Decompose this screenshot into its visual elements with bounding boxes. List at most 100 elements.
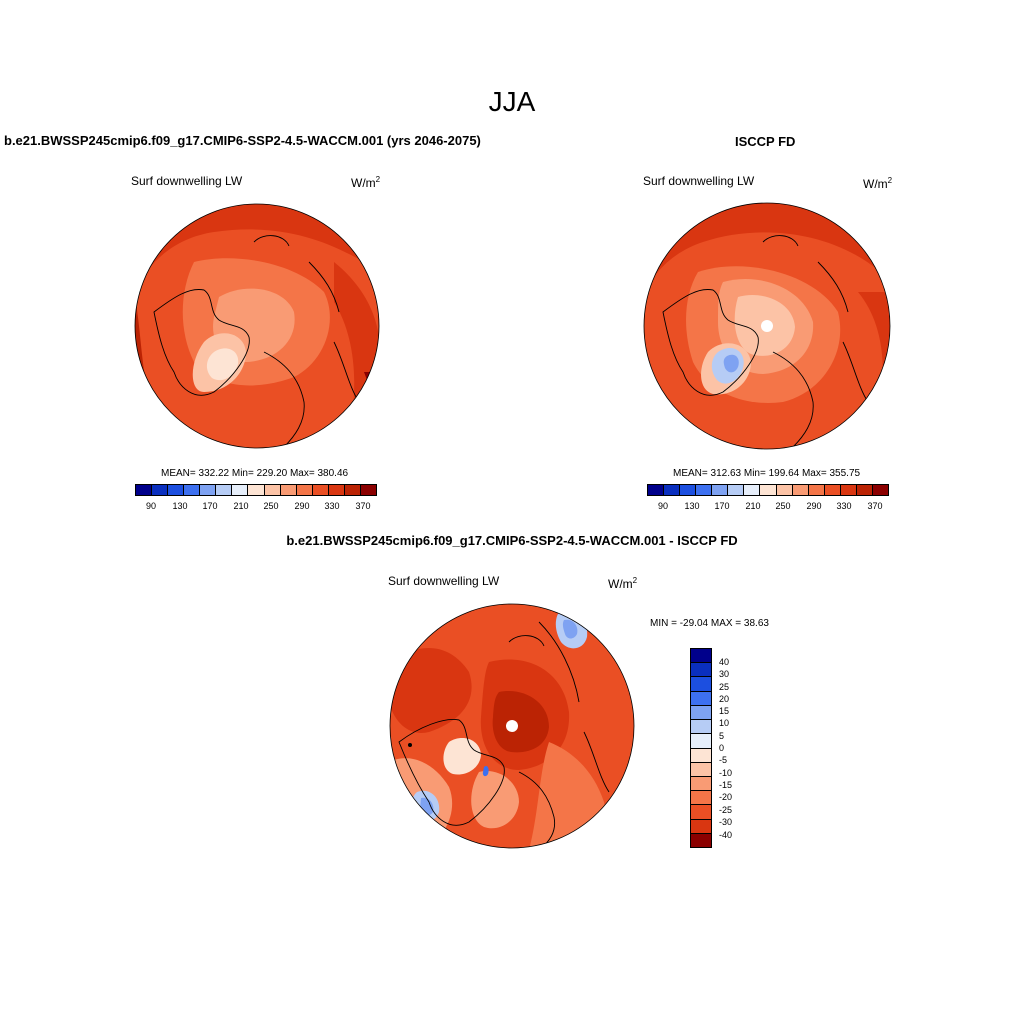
obs-pole-hole — [761, 320, 773, 332]
obs-polar-map — [643, 202, 891, 450]
colorbar-swatch — [360, 485, 376, 495]
colorbar-swatch — [184, 485, 201, 495]
model-units: W/m2 — [351, 175, 381, 190]
diff-units: W/m2 — [608, 576, 638, 591]
diff-colorbar — [690, 648, 712, 848]
model-panel-title: b.e21.BWSSP245cmip6.f09_g17.CMIP6-SSP2-4… — [4, 133, 481, 148]
colorbar-swatch — [691, 734, 711, 749]
colorbar-swatch — [664, 485, 681, 495]
model-stats: MEAN= 332.22 Min= 229.20 Max= 380.46 — [161, 468, 349, 479]
colorbar-swatch — [691, 819, 711, 834]
diff-colorbar-tick: 25 — [719, 682, 730, 692]
model-variable-label: Surf downwelling LW — [131, 174, 243, 188]
obs-colorbar-tick: 130 — [684, 501, 700, 511]
obs-colorbar — [647, 484, 889, 496]
colorbar-swatch — [216, 485, 233, 495]
colorbar-swatch — [691, 776, 711, 792]
colorbar-swatch — [152, 485, 169, 495]
model-colorbar-tick: 130 — [172, 501, 188, 511]
colorbar-swatch — [680, 485, 697, 495]
diff-colorbar-tick: 40 — [719, 657, 730, 667]
diff-colorbar-tick: 30 — [719, 669, 730, 679]
model-polar-map — [134, 203, 380, 449]
obs-units: W/m2 — [863, 176, 893, 191]
figure-title: JJA — [488, 86, 536, 117]
colorbar-swatch — [792, 485, 809, 495]
colorbar-swatch — [824, 485, 841, 495]
diff-pole-hole — [506, 720, 518, 732]
colorbar-swatch — [776, 485, 793, 495]
colorbar-swatch — [691, 748, 711, 763]
colorbar-swatch — [744, 485, 761, 495]
obs-panel-title: ISCCP FD — [735, 134, 796, 149]
diff-polar-map — [389, 603, 635, 849]
diff-variable-label: Surf downwelling LW — [388, 574, 500, 588]
obs-colorbar-tick: 90 — [657, 501, 669, 511]
model-colorbar-ticks: 90 130 170 210 250 290 330 370 — [135, 501, 377, 513]
diff-colorbar-tick: 0 — [719, 743, 725, 753]
diff-panel-title: b.e21.BWSSP245cmip6.f09_g17.CMIP6-SSP2-4… — [286, 533, 738, 548]
colorbar-swatch — [136, 485, 153, 495]
diff-colorbar-tick: 20 — [719, 694, 730, 704]
colorbar-swatch — [691, 691, 711, 706]
colorbar-swatch — [328, 485, 345, 495]
diff-colorbar-tick: -40 — [719, 830, 733, 840]
colorbar-swatch — [872, 485, 888, 495]
colorbar-swatch — [248, 485, 265, 495]
colorbar-swatch — [691, 649, 711, 664]
obs-colorbar-tick: 250 — [775, 501, 791, 511]
colorbar-swatch — [840, 485, 857, 495]
diff-colorbar-tick: -10 — [719, 768, 733, 778]
colorbar-swatch — [691, 791, 711, 806]
colorbar-swatch — [168, 485, 185, 495]
colorbar-swatch — [200, 485, 217, 495]
diff-colorbar-tick: 5 — [719, 731, 725, 741]
colorbar-swatch — [808, 485, 825, 495]
colorbar-swatch — [691, 705, 711, 721]
obs-colorbar-tick: 370 — [867, 501, 883, 511]
diff-colorbar-tick: 10 — [719, 718, 730, 728]
colorbar-swatch — [280, 485, 297, 495]
model-colorbar-tick: 290 — [294, 501, 310, 511]
colorbar-swatch — [712, 485, 729, 495]
colorbar-swatch — [691, 805, 711, 820]
obs-colorbar-tick: 290 — [806, 501, 822, 511]
obs-colorbar-tick: 330 — [836, 501, 852, 511]
colorbar-swatch — [691, 762, 711, 777]
obs-colorbar-tick: 210 — [745, 501, 761, 511]
diff-colorbar-tick: -20 — [719, 792, 733, 802]
colorbar-swatch — [691, 677, 711, 692]
colorbar-swatch — [296, 485, 313, 495]
colorbar-swatch — [856, 485, 873, 495]
colorbar-swatch — [691, 663, 711, 678]
colorbar-swatch — [344, 485, 361, 495]
diff-colorbar-tick: 15 — [719, 706, 730, 716]
colorbar-swatch — [648, 485, 665, 495]
diff-colorbar-tick: -25 — [719, 805, 733, 815]
obs-stats: MEAN= 312.63 Min= 199.64 Max= 355.75 — [673, 468, 861, 479]
colorbar-swatch — [728, 485, 745, 495]
model-colorbar — [135, 484, 377, 496]
obs-variable-label: Surf downwelling LW — [643, 174, 755, 188]
colorbar-swatch — [264, 485, 281, 495]
diff-colorbar-tick: -5 — [719, 755, 728, 765]
model-colorbar-tick: 370 — [355, 501, 371, 511]
colorbar-swatch — [760, 485, 777, 495]
colorbar-swatch — [312, 485, 329, 495]
diff-colorbar-tick: -30 — [719, 817, 733, 827]
model-colorbar-tick: 330 — [324, 501, 340, 511]
diff-colorbar-ticks: 40 30 25 20 15 10 5 0 -5 -10 -15 -20 -25… — [719, 648, 759, 848]
obs-colorbar-tick: 170 — [714, 501, 730, 511]
colorbar-swatch — [232, 485, 249, 495]
model-colorbar-tick: 90 — [145, 501, 157, 511]
colorbar-swatch — [691, 720, 711, 735]
obs-colorbar-ticks: 90 130 170 210 250 290 330 370 — [647, 501, 889, 513]
diff-stats: MIN = -29.04 MAX = 38.63 — [650, 618, 769, 629]
colorbar-swatch — [696, 485, 713, 495]
colorbar-swatch — [691, 833, 711, 848]
model-colorbar-tick: 210 — [233, 501, 249, 511]
diff-colorbar-tick: -15 — [719, 780, 733, 790]
model-colorbar-tick: 250 — [263, 501, 279, 511]
model-colorbar-tick: 170 — [202, 501, 218, 511]
diff-station-marker — [408, 743, 412, 747]
